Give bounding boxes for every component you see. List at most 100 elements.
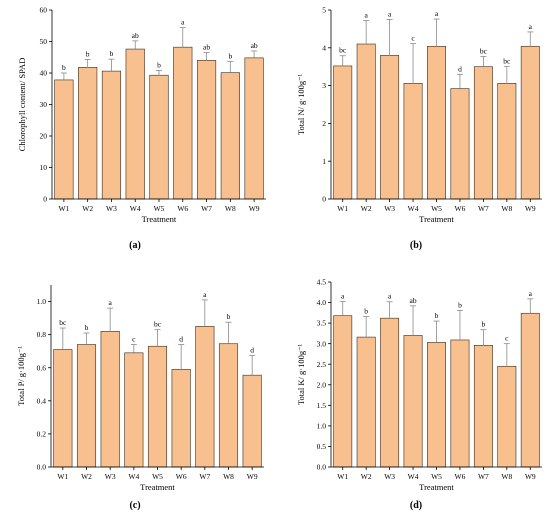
y-tick-label: 0.5 (317, 442, 327, 451)
x-tick-label: W2 (361, 204, 372, 213)
bar-w9 (242, 374, 262, 468)
significance-letter: a (388, 292, 392, 301)
y-tick-label: 5 (322, 6, 326, 15)
significance-letter: b (62, 63, 66, 72)
bar-w7 (196, 60, 217, 200)
bar-w3 (100, 331, 120, 468)
bar-w6 (171, 369, 191, 468)
y-axis-title: Total N/ g·100g⁻¹ (296, 73, 306, 135)
y-tick-label: 0.2 (37, 430, 47, 439)
x-tick-label: W7 (478, 204, 489, 213)
significance-letter: a (435, 9, 439, 18)
x-tick-label: W7 (201, 204, 212, 213)
bar-w9 (520, 45, 540, 200)
y-tick-label: 1 (322, 157, 326, 166)
panel-label-d: (d) (409, 500, 423, 511)
x-tick-label: W3 (384, 472, 395, 481)
x-tick-label: W7 (478, 472, 489, 481)
bar-w7 (473, 66, 493, 200)
significance-letter: a (388, 9, 392, 18)
x-tick-label: W1 (337, 472, 348, 481)
x-axis-title: Treatment (140, 482, 175, 492)
bar-w3 (101, 70, 122, 200)
bar-w4 (125, 48, 145, 200)
significance-letter: b (228, 51, 232, 60)
y-tick-label: 3.0 (317, 339, 327, 348)
y-tick-label: 1.0 (37, 297, 47, 306)
x-tick-label: W6 (455, 204, 466, 213)
chart-c: 0.0 0.2 0.4 0.6 0.8 1.0 bc W1 b W2 a W3 c W4 bc W5 d W6 a W… (16, 285, 264, 492)
y-axis-title: Chlorophyll content/ SPAD (17, 58, 27, 152)
significance-letter: b (482, 320, 486, 329)
bar-w7 (195, 326, 215, 468)
x-tick-label: W9 (525, 472, 536, 481)
y-tick-label: 0.8 (37, 330, 47, 339)
x-tick-label: W4 (130, 204, 141, 213)
bar-w5 (147, 345, 168, 468)
y-tick-label: 0.6 (37, 363, 47, 372)
x-tick-label: W2 (81, 472, 92, 481)
panel-label-b: (b) (409, 240, 423, 251)
y-tick-label: 1.0 (317, 421, 327, 430)
y-tick-label: 0.0 (37, 463, 47, 472)
bar-w9 (520, 312, 540, 468)
bar-w1 (333, 315, 353, 468)
chart-a: 0 10 20 30 40 50 60 b W1 b W2 b W3 ab W4 b W5 a W6 ab W7 b W8 a… (17, 6, 266, 224)
significance-letter: b (85, 323, 89, 332)
x-tick-label: W4 (128, 472, 139, 481)
significance-letter: a (529, 22, 533, 31)
significance-letter: ab (132, 31, 139, 40)
significance-letter: bc (59, 318, 67, 327)
x-tick-label: W4 (408, 204, 419, 213)
x-tick-label: W3 (384, 204, 395, 213)
x-tick-label: W5 (152, 472, 163, 481)
x-tick-label: W1 (337, 204, 348, 213)
x-axis-title: Treatment (419, 482, 454, 492)
x-tick-label: W2 (82, 204, 93, 213)
chart-b: 0 1 2 3 4 5 bc W1 a W2 a W3 c W4 a W5 d W6 bc W7 bc W8 a W9 Trea… (296, 6, 542, 224)
bar-w2 (356, 43, 376, 200)
bar-w6 (450, 88, 470, 200)
x-tick-label: W3 (106, 204, 117, 213)
panel-label-c: (c) (129, 500, 141, 511)
significance-letter: b (110, 49, 114, 58)
x-axis-title: Treatment (142, 214, 177, 224)
y-tick-label: 20 (40, 132, 48, 141)
significance-letter: c (411, 34, 415, 43)
significance-letter: bc (503, 56, 511, 65)
panel-label-a: (a) (129, 240, 141, 251)
significance-letter: a (529, 289, 533, 298)
x-tick-label: W5 (431, 204, 442, 213)
bar-w5 (149, 74, 169, 200)
significance-letter: bc (154, 320, 162, 329)
bar-w2 (356, 336, 376, 468)
y-tick-label: 0 (43, 195, 47, 204)
significance-letter: ab (203, 43, 210, 52)
y-tick-label: 40 (40, 69, 48, 78)
significance-letter: d (250, 345, 254, 354)
y-tick-label: 4 (322, 43, 326, 52)
bar-w2 (76, 344, 97, 468)
x-tick-label: W6 (177, 204, 188, 213)
bar-w8 (497, 365, 517, 468)
bar-w8 (218, 343, 239, 468)
significance-letter: c (505, 334, 509, 343)
y-tick-label: 60 (40, 6, 48, 15)
y-tick-label: 0.0 (317, 463, 327, 472)
significance-letter: a (203, 290, 207, 299)
x-tick-label: W3 (105, 472, 116, 481)
significance-letter: a (341, 291, 345, 300)
significance-letter: bc (480, 46, 488, 55)
x-tick-label: W9 (247, 472, 258, 481)
significance-letter: b (435, 311, 439, 320)
x-tick-label: W8 (501, 472, 512, 481)
significance-letter: c (132, 335, 136, 344)
significance-letter: b (364, 307, 368, 316)
x-tick-label: W1 (58, 204, 69, 213)
y-tick-label: 2 (322, 119, 326, 128)
y-tick-label: 30 (40, 100, 48, 109)
significance-letter: d (458, 64, 462, 73)
y-tick-label: 10 (40, 163, 48, 172)
x-tick-label: W5 (154, 204, 165, 213)
